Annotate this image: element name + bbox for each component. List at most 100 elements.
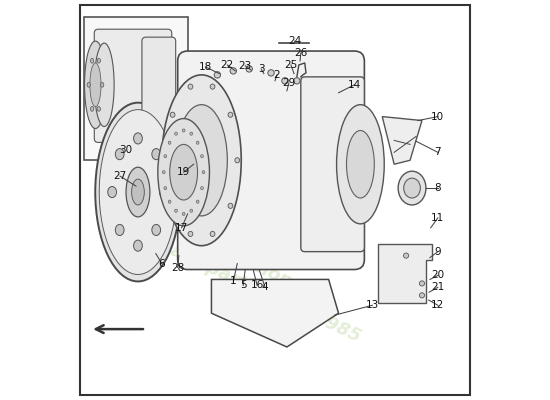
Text: 11: 11	[431, 213, 444, 223]
Ellipse shape	[152, 148, 161, 160]
Text: 28: 28	[171, 262, 184, 272]
Ellipse shape	[346, 130, 375, 198]
Ellipse shape	[196, 141, 199, 144]
Ellipse shape	[162, 171, 165, 174]
Ellipse shape	[214, 72, 221, 78]
Ellipse shape	[97, 106, 101, 111]
Text: a passion
for spare parts since 1985: a passion for spare parts since 1985	[114, 198, 372, 346]
Text: 27: 27	[113, 171, 127, 181]
Ellipse shape	[99, 110, 177, 274]
Ellipse shape	[90, 63, 101, 107]
Ellipse shape	[196, 200, 199, 203]
Ellipse shape	[158, 118, 210, 226]
Polygon shape	[382, 116, 422, 164]
Ellipse shape	[268, 70, 274, 76]
Ellipse shape	[188, 231, 193, 236]
Ellipse shape	[108, 186, 117, 198]
Ellipse shape	[170, 112, 175, 117]
FancyBboxPatch shape	[94, 29, 172, 142]
Ellipse shape	[282, 78, 288, 84]
Ellipse shape	[210, 84, 215, 89]
Ellipse shape	[404, 253, 409, 258]
Text: 1: 1	[230, 276, 236, 286]
Text: 29: 29	[282, 78, 295, 88]
Text: 5: 5	[240, 280, 246, 290]
FancyBboxPatch shape	[178, 51, 364, 270]
Ellipse shape	[420, 281, 425, 286]
Ellipse shape	[126, 167, 150, 217]
Ellipse shape	[85, 41, 106, 128]
Text: 30: 30	[119, 145, 133, 155]
Ellipse shape	[190, 132, 192, 135]
Text: 18: 18	[199, 62, 212, 72]
Text: 17: 17	[175, 223, 188, 233]
Ellipse shape	[164, 186, 167, 190]
Ellipse shape	[235, 158, 240, 163]
Ellipse shape	[134, 133, 142, 144]
Text: 25: 25	[284, 60, 298, 70]
FancyBboxPatch shape	[142, 37, 175, 134]
Ellipse shape	[94, 43, 114, 126]
Ellipse shape	[87, 82, 90, 87]
Text: 13: 13	[366, 300, 379, 310]
Text: 14: 14	[348, 80, 361, 90]
Text: 20: 20	[431, 270, 444, 280]
Text: 24: 24	[288, 36, 301, 46]
Ellipse shape	[162, 75, 241, 246]
Ellipse shape	[175, 209, 178, 212]
Text: 10: 10	[431, 112, 444, 122]
Ellipse shape	[91, 58, 94, 63]
Ellipse shape	[210, 231, 215, 236]
Ellipse shape	[97, 58, 101, 63]
Ellipse shape	[101, 82, 104, 87]
Ellipse shape	[337, 105, 384, 224]
Ellipse shape	[168, 200, 171, 203]
Ellipse shape	[175, 105, 227, 216]
Ellipse shape	[116, 224, 124, 236]
Ellipse shape	[228, 203, 233, 208]
Ellipse shape	[175, 132, 178, 135]
Ellipse shape	[116, 148, 124, 160]
Text: 3: 3	[258, 64, 265, 74]
Text: 4: 4	[262, 282, 268, 292]
Ellipse shape	[420, 293, 425, 298]
Ellipse shape	[398, 171, 426, 205]
Text: 22: 22	[221, 60, 234, 70]
Ellipse shape	[294, 78, 300, 84]
Ellipse shape	[182, 212, 185, 216]
Ellipse shape	[188, 84, 193, 89]
Text: 7: 7	[434, 147, 441, 157]
Polygon shape	[378, 244, 432, 303]
Text: 16: 16	[250, 280, 264, 290]
Ellipse shape	[163, 158, 168, 163]
Ellipse shape	[182, 129, 185, 132]
Text: 21: 21	[431, 282, 444, 292]
Ellipse shape	[202, 171, 205, 174]
Text: 6: 6	[158, 258, 165, 268]
Ellipse shape	[131, 179, 144, 205]
Ellipse shape	[246, 66, 252, 72]
Ellipse shape	[170, 144, 197, 200]
Ellipse shape	[404, 178, 420, 198]
Text: 12: 12	[431, 300, 444, 310]
Ellipse shape	[95, 103, 180, 282]
Ellipse shape	[91, 106, 94, 111]
Text: 26: 26	[294, 48, 307, 58]
Ellipse shape	[134, 240, 142, 251]
Text: 8: 8	[434, 183, 441, 193]
Text: 9: 9	[434, 247, 441, 257]
Polygon shape	[211, 280, 339, 347]
Ellipse shape	[201, 186, 204, 190]
Ellipse shape	[228, 112, 233, 117]
Ellipse shape	[160, 186, 168, 198]
Ellipse shape	[170, 203, 175, 208]
Ellipse shape	[201, 155, 204, 158]
FancyBboxPatch shape	[301, 77, 364, 252]
Text: 23: 23	[239, 61, 252, 71]
Ellipse shape	[190, 209, 192, 212]
Ellipse shape	[152, 224, 161, 236]
Text: 19: 19	[177, 167, 190, 177]
Ellipse shape	[230, 68, 236, 74]
Ellipse shape	[164, 155, 167, 158]
Polygon shape	[84, 17, 188, 160]
